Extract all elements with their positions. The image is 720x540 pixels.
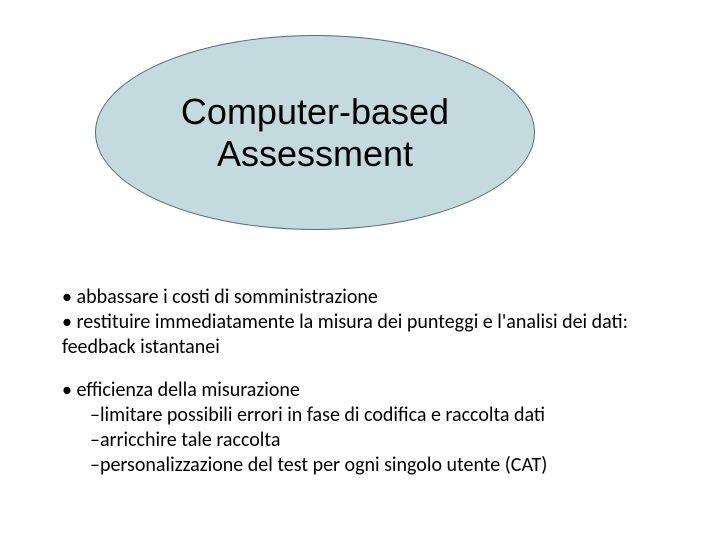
body-content: • abbassare i costi di somministrazione … <box>62 285 657 478</box>
title-line-2: Assessment <box>217 133 413 174</box>
sub-bullet-item: –limitare possibili errori in fase di co… <box>62 403 657 428</box>
title-line-1: Computer-based <box>181 91 449 132</box>
sub-bullet-item: –arricchire tale raccolta <box>62 428 657 453</box>
title-ellipse-container: Computer-based Assessment <box>95 35 535 230</box>
slide-title: Computer-based Assessment <box>181 91 449 174</box>
bullet-item: • efficienza della misurazione <box>62 378 657 403</box>
bullet-block-2: • efficienza della misurazione –limitare… <box>62 378 657 478</box>
bullet-block-1: • abbassare i costi di somministrazione … <box>62 285 657 360</box>
sub-bullet-item: –personalizzazione del test per ogni sin… <box>62 453 657 478</box>
bullet-item: • abbassare i costi di somministrazione <box>62 285 657 310</box>
title-ellipse: Computer-based Assessment <box>95 35 535 230</box>
bullet-item: • restituire immediatamente la misura de… <box>62 310 657 360</box>
